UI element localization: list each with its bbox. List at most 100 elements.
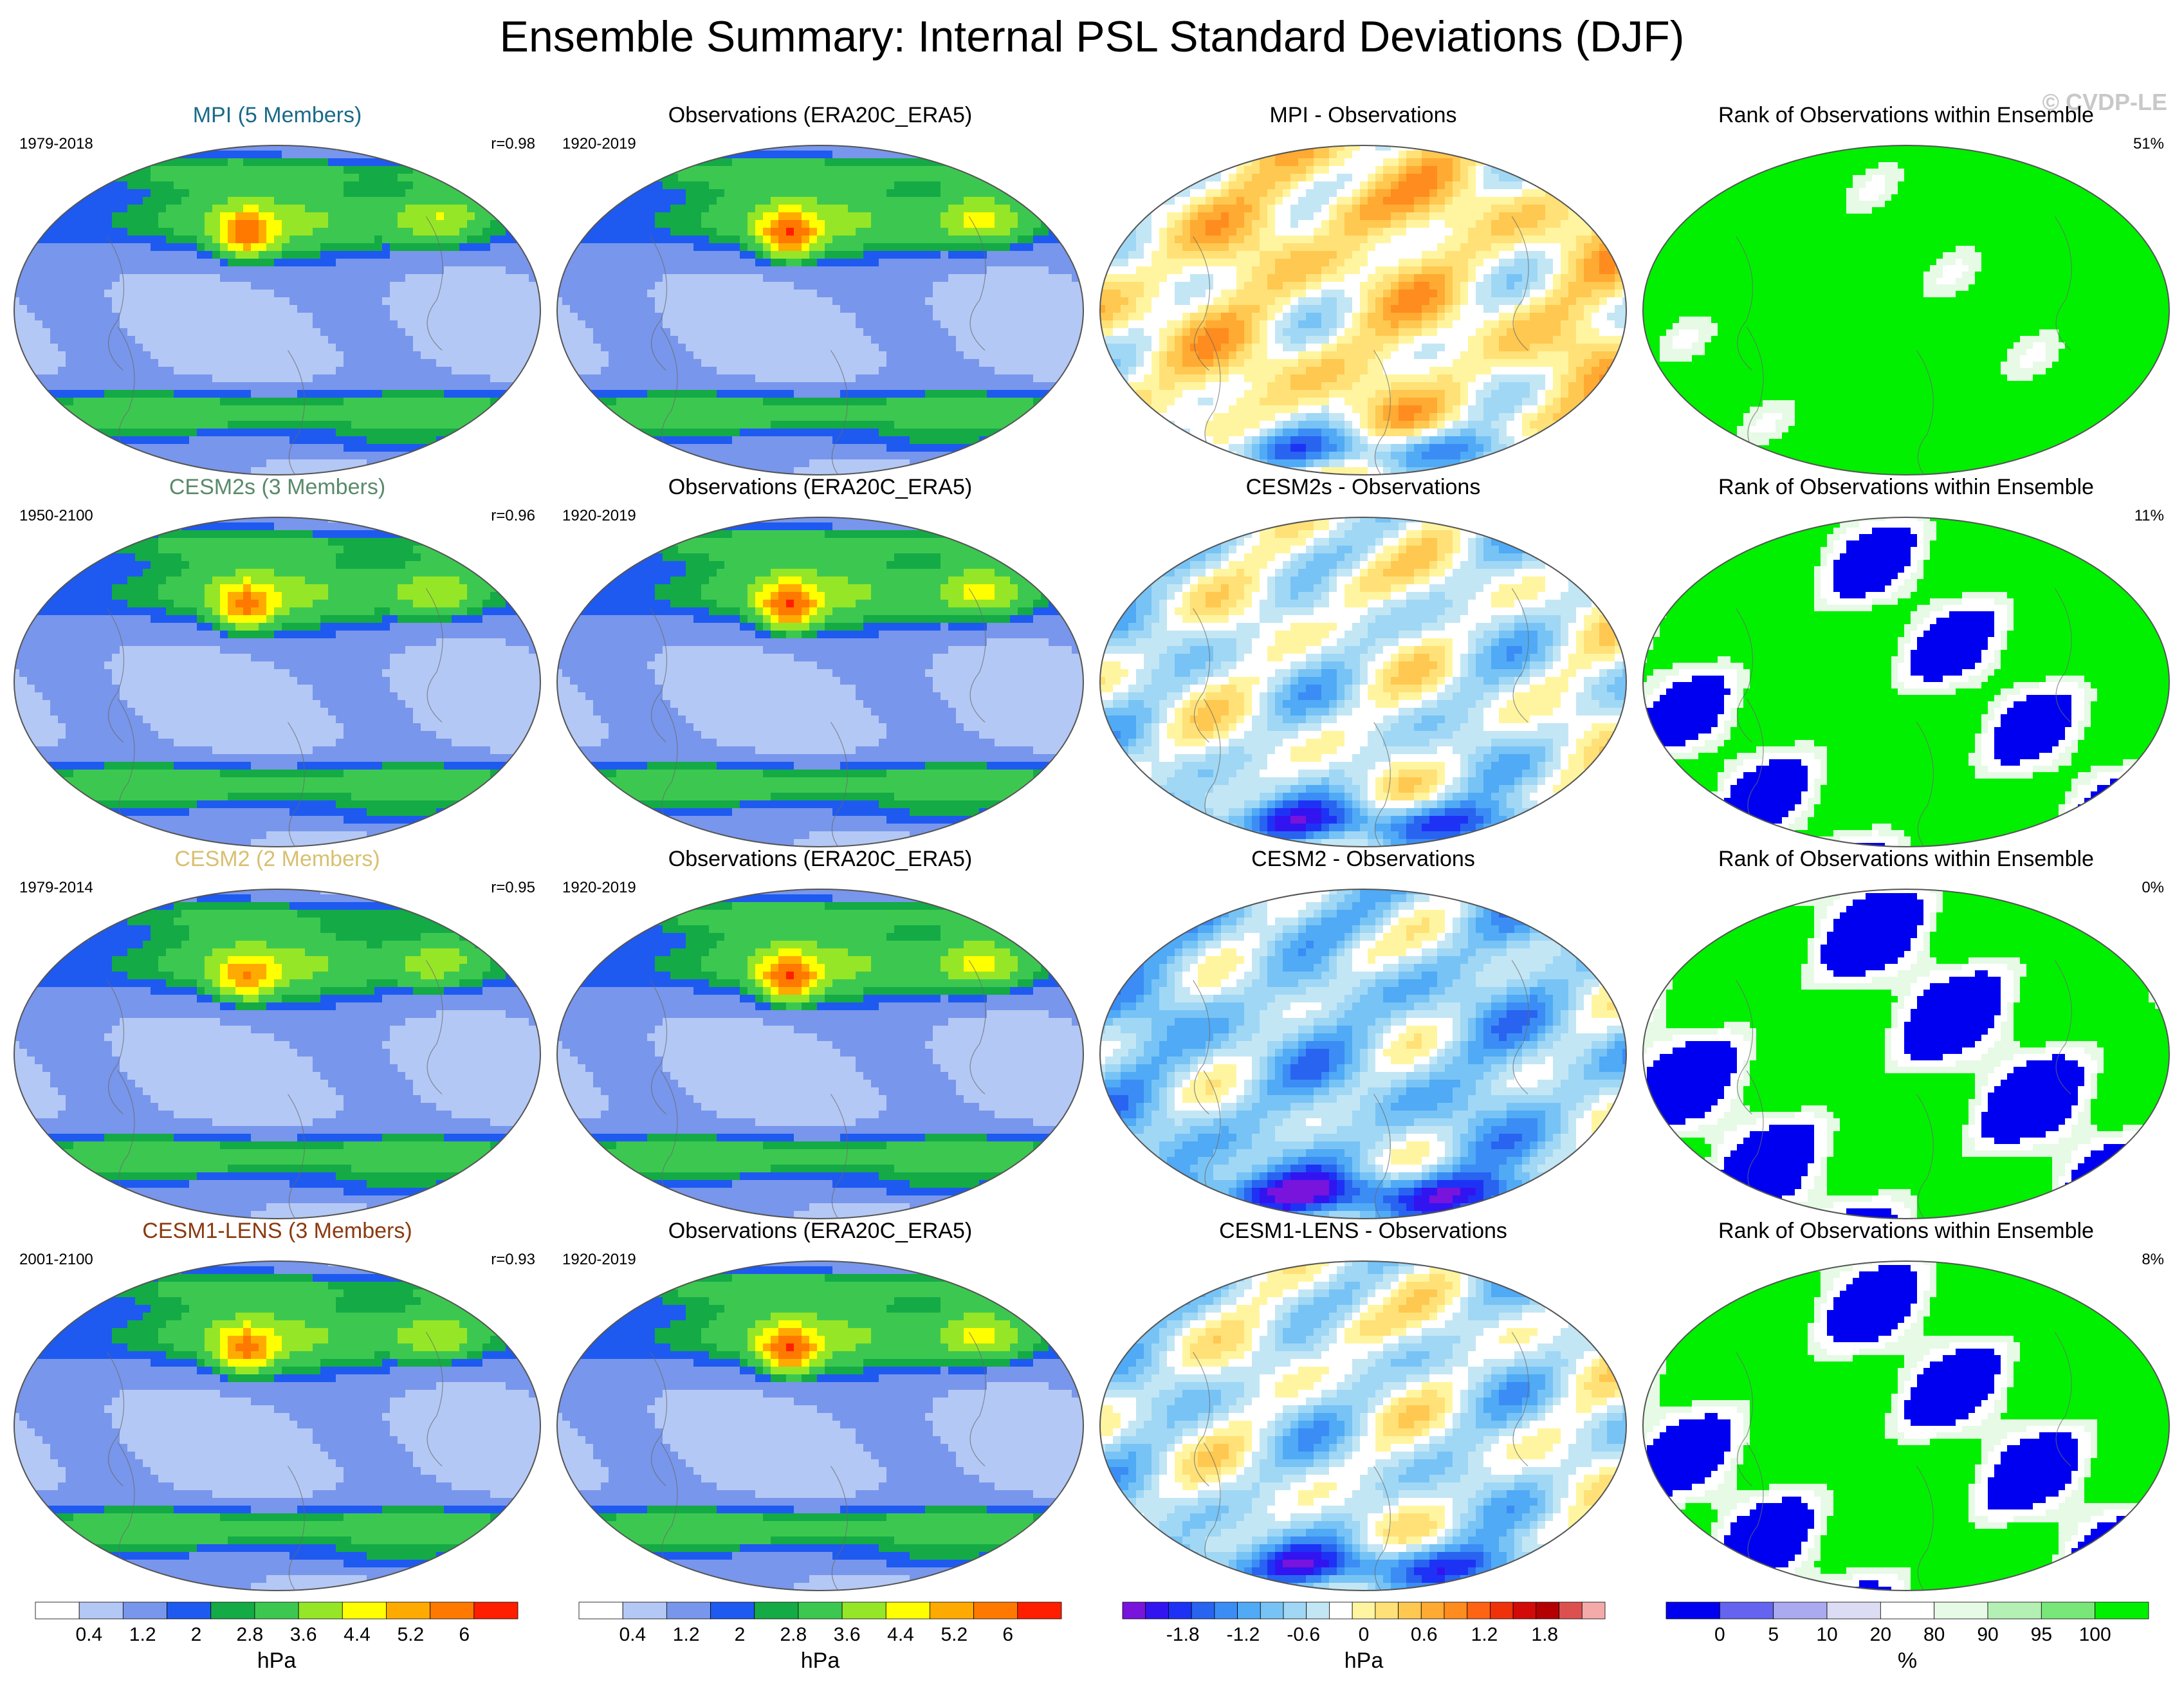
- colorbar-tick-label: 95: [2031, 1624, 2052, 1645]
- colorbar-swatch: [1237, 1601, 1261, 1620]
- period-label: 1950-2100: [19, 507, 93, 525]
- panel-model-row4: CESM1-LENS (3 Members) 2001-2100 r=0.93: [12, 1219, 543, 1598]
- colorbar-swatch: [1017, 1601, 1062, 1620]
- colorbar-tick-label: 4.4: [344, 1624, 371, 1645]
- colorbar-tick-label: 6: [459, 1624, 470, 1645]
- world-map: [1642, 889, 2170, 1219]
- colorbar-swatch: [710, 1601, 755, 1620]
- map-outline: [556, 889, 1084, 1219]
- panel-title: Rank of Observations within Ensemble: [1640, 475, 2172, 500]
- colorbar-swatch: [2095, 1601, 2149, 1620]
- map-outline: [1642, 889, 2170, 1219]
- colorbar-swatch: [254, 1601, 299, 1620]
- colorbar-swatch: [1719, 1601, 1774, 1620]
- map-outline: [556, 145, 1084, 475]
- panel-title: Rank of Observations within Ensemble: [1640, 103, 2172, 128]
- map-outline: [556, 1260, 1084, 1591]
- colorbar-swatch: [578, 1601, 623, 1620]
- panel-obs-row4: Observations (ERA20C_ERA5) 1920-2019: [555, 1219, 1086, 1598]
- colorbar-swatch: [342, 1601, 387, 1620]
- rank-percent: 51%: [2133, 135, 2164, 153]
- world-map: [1099, 1260, 1627, 1591]
- colorbar-swatch: [386, 1601, 431, 1620]
- colorbar-tick-label: 2: [191, 1624, 202, 1645]
- panel-title: CESM2s (3 Members): [12, 475, 543, 500]
- colorbar-tick-label: 6: [1002, 1624, 1013, 1645]
- colorbar-swatch: [1934, 1601, 1988, 1620]
- panel-diff-row4: CESM1-LENS - Observations: [1097, 1219, 1629, 1598]
- panel-title: CESM1-LENS (3 Members): [12, 1219, 543, 1244]
- map-outline: [1099, 1260, 1627, 1591]
- map-field: [557, 145, 1083, 475]
- colorbar-tick-label: 5.2: [941, 1624, 968, 1645]
- colorbar-swatch: [1467, 1601, 1491, 1620]
- panel-model-row3: CESM2 (2 Members) 1979-2014 r=0.95: [12, 847, 543, 1226]
- panel-title: Observations (ERA20C_ERA5): [555, 1219, 1086, 1244]
- colorbar-swatch: [1444, 1601, 1468, 1620]
- panel-title: MPI (5 Members): [12, 103, 543, 128]
- panel-title: CESM1-LENS - Observations: [1097, 1219, 1629, 1244]
- colorbar: 0 5 10 20 80 90 95 100: [1666, 1601, 2149, 1645]
- colorbar-swatch: [167, 1601, 212, 1620]
- panel-diff-row1: MPI - Observations: [1097, 103, 1629, 483]
- world-map: [14, 1260, 541, 1591]
- panel-model-row1: MPI (5 Members) 1979-2018 r=0.98: [12, 103, 543, 483]
- colorbar-swatch: [35, 1601, 80, 1620]
- colorbar-swatch: [1145, 1601, 1169, 1620]
- colorbar-tick-label: 5.2: [397, 1624, 424, 1645]
- world-map: [1642, 1260, 2170, 1591]
- rank-percent: 11%: [2134, 507, 2164, 525]
- colorbar-swatch: [1826, 1601, 1881, 1620]
- colorbar-tick-label: 20: [1870, 1624, 1891, 1645]
- rank-percent: 8%: [2142, 1251, 2164, 1269]
- map-outline: [1642, 145, 2170, 475]
- colorbar-swatch: [841, 1601, 886, 1620]
- colorbar-tick-label: 3.6: [290, 1624, 317, 1645]
- colorbar-swatch: [210, 1601, 255, 1620]
- colorbar-tick-label: 3.6: [834, 1624, 861, 1645]
- world-map: [556, 517, 1084, 847]
- period-label: 1979-2014: [19, 879, 93, 897]
- panel-title: CESM2s - Observations: [1097, 475, 1629, 500]
- colorbar-units: hPa: [579, 1648, 1061, 1674]
- panel-rank-row3: Rank of Observations within Ensemble 0%: [1640, 847, 2172, 1226]
- map-outline: [1099, 517, 1627, 847]
- panel-obs-row1: Observations (ERA20C_ERA5) 1920-2019: [555, 103, 1086, 483]
- colorbar-tick-label: 1.2: [129, 1624, 156, 1645]
- colorbar-tick-label: 0.4: [619, 1624, 646, 1645]
- panel-obs-row3: Observations (ERA20C_ERA5) 1920-2019: [555, 847, 1086, 1226]
- panel-diff-row2: CESM2s - Observations: [1097, 475, 1629, 854]
- colorbar-swatch: [798, 1601, 843, 1620]
- colorbar-swatch: [1490, 1601, 1514, 1620]
- colorbar-swatch: [1375, 1601, 1399, 1620]
- map-outline: [556, 517, 1084, 847]
- colorbar-swatch: [1260, 1601, 1284, 1620]
- colorbar-tick-label: -1.2: [1227, 1624, 1260, 1645]
- pattern-correlation: r=0.96: [491, 507, 535, 525]
- pattern-correlation: r=0.93: [491, 1251, 535, 1269]
- colorbar-swatch: [1987, 1601, 2042, 1620]
- world-map: [556, 1260, 1084, 1591]
- map-outline: [1642, 1260, 2170, 1591]
- colorbar-swatch: [1283, 1601, 1307, 1620]
- colorbar-swatch: [1214, 1601, 1238, 1620]
- colorbar-tick-label: 0.6: [1411, 1624, 1438, 1645]
- colorbar-tick-label: 0: [1359, 1624, 1370, 1645]
- map-outline: [14, 889, 541, 1219]
- colorbar-swatch: [430, 1601, 475, 1620]
- colorbar-tick-label: 1.2: [1471, 1624, 1498, 1645]
- panel-obs-row2: Observations (ERA20C_ERA5) 1920-2019: [555, 475, 1086, 854]
- model-std-colorbar: 0.4 1.2 2 2.8 3.6 4.4 5.2 6 hPa: [35, 1601, 518, 1679]
- panel-rank-row1: Rank of Observations within Ensemble 51%: [1640, 103, 2172, 483]
- colorbar-tick-label: 4.4: [887, 1624, 914, 1645]
- world-map: [14, 145, 541, 475]
- panel-title: CESM2 (2 Members): [12, 847, 543, 872]
- coastlines: [107, 588, 443, 847]
- colorbar-tick-label: -0.6: [1287, 1624, 1320, 1645]
- colorbar-swatch: [1329, 1601, 1353, 1620]
- colorbar-swatch: [78, 1601, 124, 1620]
- colorbar-swatch: [1512, 1601, 1537, 1620]
- colorbar-swatch: [1880, 1601, 1935, 1620]
- colorbar-tick-label: 1.8: [1531, 1624, 1558, 1645]
- obs-std-colorbar: 0.4 1.2 2 2.8 3.6 4.4 5.2 6 hPa: [578, 1601, 1062, 1679]
